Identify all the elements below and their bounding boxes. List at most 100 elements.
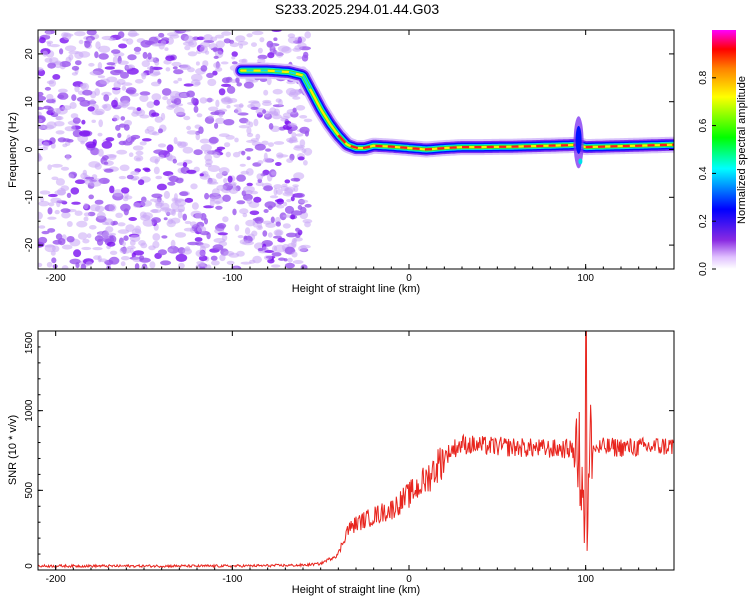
noise-blob: [210, 255, 218, 261]
noise-blob: [130, 170, 140, 176]
noise-blob: [270, 216, 275, 224]
noise-blob: [89, 204, 101, 212]
noise-blob: [162, 96, 169, 101]
y-tick-label: 0: [24, 563, 35, 569]
noise-blob: [117, 31, 125, 39]
noise-blob: [183, 227, 195, 232]
noise-blob: [76, 220, 88, 228]
noise-blob: [207, 78, 217, 87]
noise-blob: [184, 220, 192, 225]
noise-blob: [275, 221, 281, 227]
noise-blob: [218, 113, 224, 118]
noise-blob: [152, 233, 161, 241]
noise-blob: [283, 258, 288, 262]
noise-blob: [153, 149, 165, 154]
noise-blob: [77, 232, 88, 240]
noise-blob: [166, 98, 172, 106]
noise-blob: [275, 162, 282, 166]
y-tick-label: 10: [24, 96, 35, 108]
noise-blob: [128, 217, 137, 221]
noise-blob: [211, 260, 220, 266]
noise-blob: [297, 156, 305, 161]
ridge-peak: [437, 147, 445, 150]
noise-blob: [74, 179, 86, 184]
colorbar: 0.0 0.2 0.4 0.6 0.8 Normalized spectral ampl…: [698, 30, 748, 276]
x-tick-label: -200: [46, 273, 66, 284]
noise-blob: [42, 141, 50, 149]
noise-blob: [92, 247, 103, 251]
noise-blob: [46, 40, 54, 45]
noise-blob: [277, 154, 289, 158]
noise-blob: [62, 143, 68, 148]
noise-blob: [210, 111, 220, 116]
noise-blob: [291, 240, 297, 248]
noise-blob: [249, 210, 260, 216]
noise-blob: [126, 134, 132, 143]
noise-blob: [87, 106, 95, 112]
x-tick-label: -200: [46, 574, 66, 585]
noise-blob: [272, 88, 283, 95]
noise-blob: [48, 202, 55, 207]
noise-blob: [295, 227, 300, 232]
noise-blob: [234, 137, 239, 143]
noise-blob: [200, 144, 212, 152]
noise-blob: [119, 164, 130, 172]
noise-blob: [275, 98, 282, 103]
noise-blob: [177, 77, 183, 82]
noise-blob: [133, 155, 144, 162]
noise-blob: [146, 126, 155, 132]
noise-blob: [251, 30, 264, 36]
noise-blob: [183, 115, 191, 121]
noise-blob: [291, 132, 297, 139]
noise-blob: [179, 30, 192, 33]
noise-blob: [287, 139, 299, 143]
noise-blob: [246, 126, 252, 135]
colorbar-tick-label: 0.2: [698, 214, 709, 228]
noise-blob: [136, 107, 142, 112]
noise-blob: [163, 190, 170, 199]
noise-blob: [216, 184, 227, 191]
noise-blob: [233, 104, 244, 108]
noise-blob: [223, 119, 235, 126]
noise-blob: [236, 250, 245, 257]
noise-blob: [82, 169, 88, 176]
noise-blob: [91, 110, 104, 116]
noise-blob: [91, 119, 96, 124]
noise-blob: [103, 94, 110, 102]
noise-blob: [213, 152, 221, 159]
noise-blob: [126, 67, 139, 75]
noise-blob: [283, 201, 288, 207]
x-tick-label: 100: [577, 273, 594, 284]
noise-blob: [41, 230, 50, 235]
noise-blob: [249, 79, 258, 83]
noise-blob: [151, 93, 162, 101]
noise-blob: [284, 179, 291, 184]
colorbar-tick-label: 0.6: [698, 118, 709, 132]
noise-blob: [57, 94, 65, 99]
noise-blob: [176, 112, 186, 116]
noise-blob: [303, 147, 313, 156]
noise-blob: [115, 124, 121, 131]
noise-blob: [184, 45, 191, 51]
noise-blob: [106, 241, 116, 247]
noise-blob: [257, 247, 264, 252]
noise-blob: [256, 173, 264, 181]
noise-blob: [182, 146, 194, 154]
noise-blob: [199, 173, 204, 177]
noise-blob: [74, 210, 83, 216]
ridge-peak: [337, 134, 347, 144]
noise-blob: [214, 200, 221, 205]
noise-blob: [205, 97, 214, 103]
noise-blob: [191, 97, 196, 104]
noise-blob: [232, 151, 241, 158]
y-tick-label: 1000: [24, 399, 35, 422]
noise-blob: [251, 42, 257, 47]
noise-blob: [147, 52, 152, 60]
snr-series: [38, 331, 674, 569]
noise-blob: [208, 136, 219, 144]
noise-blob: [266, 40, 274, 48]
noise-blob: [174, 232, 187, 238]
noise-blob: [221, 83, 232, 87]
colorbar-gradient: [712, 30, 736, 269]
